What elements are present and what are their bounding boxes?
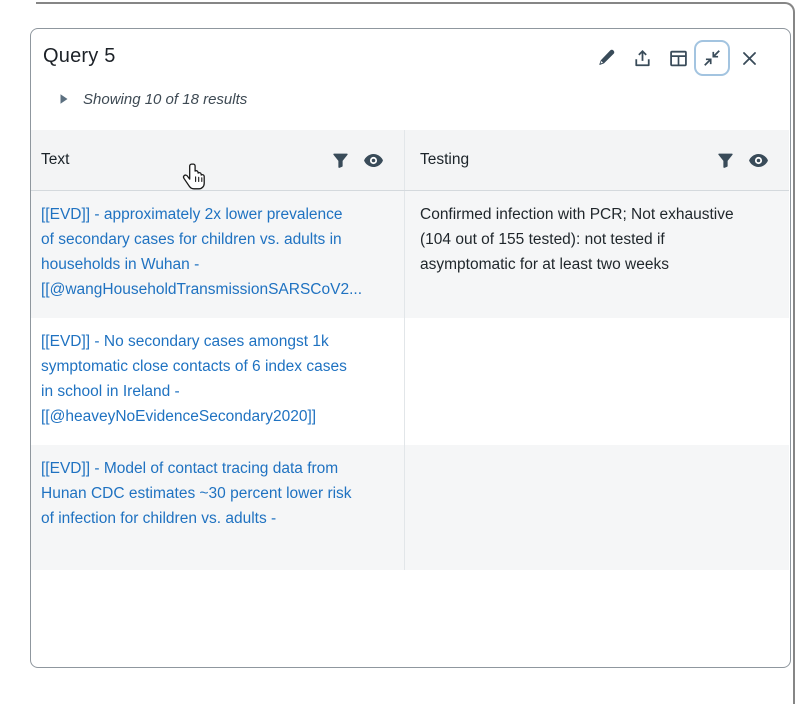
query-results-card: Query 5 [30, 28, 791, 668]
results-table: Text [31, 130, 789, 570]
query-title: Query 5 [43, 45, 116, 67]
collapse-arrows-icon [704, 50, 720, 66]
close-button[interactable] [739, 48, 759, 68]
evidence-link[interactable]: [[EVD]] - Model of contact tracing data … [41, 460, 352, 527]
eye-icon [749, 153, 768, 167]
card-toolbar [596, 39, 759, 77]
export-button[interactable] [632, 48, 652, 68]
column-label: Text [41, 151, 70, 168]
results-summary-label: Showing 10 of 18 results [83, 90, 248, 108]
filter-button[interactable] [717, 152, 734, 169]
edit-button[interactable] [596, 48, 616, 68]
visibility-button[interactable] [363, 153, 384, 168]
evidence-link[interactable]: [[EVD]] - No secondary cases amongst 1k … [41, 333, 347, 425]
table-header: Text [31, 130, 789, 191]
table-row: [[EVD]] - Model of contact tracing data … [31, 445, 789, 570]
close-icon [742, 51, 756, 65]
cell-text: [[EVD]] - approximately 2x lower prevale… [31, 191, 404, 318]
filter-icon [718, 153, 733, 168]
table-view-button[interactable] [668, 48, 688, 68]
disclosure-toggle[interactable] [57, 91, 71, 107]
table-body: [[EVD]] - approximately 2x lower prevale… [31, 191, 789, 570]
cell-text: [[EVD]] - Model of contact tracing data … [31, 445, 404, 570]
visibility-button[interactable] [748, 153, 769, 168]
column-header-testing[interactable]: Testing [404, 130, 789, 190]
results-summary: Showing 10 of 18 results [57, 86, 247, 112]
caret-right-icon [60, 94, 68, 104]
export-icon [634, 49, 650, 66]
collapse-button[interactable] [694, 40, 730, 76]
cell-testing [404, 318, 789, 445]
column-label: Testing [420, 151, 470, 168]
table-row: [[EVD]] - No secondary cases amongst 1k … [31, 318, 789, 445]
table-icon [669, 50, 687, 66]
cell-text: [[EVD]] - No secondary cases amongst 1k … [31, 318, 404, 445]
filter-button[interactable] [332, 152, 349, 169]
cell-testing: Confirmed infection with PCR; Not exhaus… [404, 191, 789, 318]
column-header-text[interactable]: Text [31, 130, 404, 190]
filter-icon [333, 153, 348, 168]
cell-testing [404, 445, 789, 570]
table-row: [[EVD]] - approximately 2x lower prevale… [31, 191, 789, 318]
eye-icon [364, 153, 383, 167]
evidence-link[interactable]: [[EVD]] - approximately 2x lower prevale… [41, 206, 362, 298]
pencil-icon [599, 49, 615, 65]
